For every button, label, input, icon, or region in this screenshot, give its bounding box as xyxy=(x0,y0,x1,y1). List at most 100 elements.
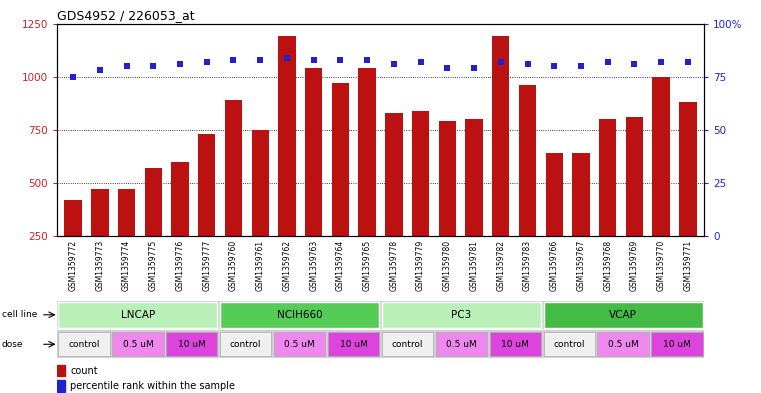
Bar xyxy=(57,380,65,392)
Text: GSM1359766: GSM1359766 xyxy=(549,240,559,292)
Text: GSM1359760: GSM1359760 xyxy=(229,240,238,292)
Bar xyxy=(198,134,215,289)
Point xyxy=(629,61,641,67)
Text: GSM1359762: GSM1359762 xyxy=(282,240,291,291)
Point xyxy=(201,59,213,65)
Point xyxy=(254,57,266,63)
Point xyxy=(575,63,587,69)
Bar xyxy=(652,77,670,289)
Bar xyxy=(358,68,376,289)
Point xyxy=(682,59,694,65)
Bar xyxy=(166,332,218,356)
Text: percentile rank within the sample: percentile rank within the sample xyxy=(70,381,235,391)
Bar xyxy=(572,153,590,289)
Bar xyxy=(543,332,595,356)
Text: control: control xyxy=(392,340,423,349)
Text: GSM1359768: GSM1359768 xyxy=(603,240,612,291)
Point xyxy=(94,67,106,73)
Text: GSM1359774: GSM1359774 xyxy=(122,240,131,292)
Text: GSM1359778: GSM1359778 xyxy=(390,240,398,291)
Bar xyxy=(466,119,482,289)
Text: GSM1359767: GSM1359767 xyxy=(577,240,585,292)
Text: GSM1359780: GSM1359780 xyxy=(443,240,452,291)
Point xyxy=(307,57,320,63)
Text: 0.5 uM: 0.5 uM xyxy=(608,340,638,349)
Text: NCIH660: NCIH660 xyxy=(277,310,323,320)
Point xyxy=(281,54,293,61)
Point xyxy=(521,61,533,67)
Bar xyxy=(113,332,164,356)
Text: GSM1359783: GSM1359783 xyxy=(523,240,532,291)
Text: GSM1359772: GSM1359772 xyxy=(68,240,78,291)
Text: GSM1359779: GSM1359779 xyxy=(416,240,425,292)
Point xyxy=(228,57,240,63)
Text: GSM1359773: GSM1359773 xyxy=(95,240,104,292)
Point xyxy=(120,63,132,69)
Point xyxy=(655,59,667,65)
Text: GSM1359770: GSM1359770 xyxy=(657,240,666,292)
Text: GSM1359776: GSM1359776 xyxy=(176,240,184,292)
Point xyxy=(415,59,427,65)
Bar xyxy=(546,153,563,289)
Bar xyxy=(65,200,81,289)
Text: 10 uM: 10 uM xyxy=(663,340,691,349)
Bar xyxy=(224,100,242,289)
Text: 0.5 uM: 0.5 uM xyxy=(123,340,153,349)
Text: GSM1359763: GSM1359763 xyxy=(309,240,318,292)
Text: GSM1359765: GSM1359765 xyxy=(363,240,371,292)
Bar xyxy=(651,332,702,356)
Point xyxy=(361,57,373,63)
Bar xyxy=(680,102,696,289)
Point xyxy=(334,57,346,63)
Bar xyxy=(91,189,109,289)
Bar xyxy=(118,189,135,289)
Text: control: control xyxy=(553,340,585,349)
Text: GSM1359775: GSM1359775 xyxy=(149,240,158,292)
Bar xyxy=(519,85,537,289)
Text: GSM1359782: GSM1359782 xyxy=(496,240,505,291)
Bar xyxy=(220,332,272,356)
Point xyxy=(548,63,560,69)
Bar xyxy=(57,365,65,376)
Text: 10 uM: 10 uM xyxy=(339,340,368,349)
Bar xyxy=(382,332,433,356)
Text: GSM1359764: GSM1359764 xyxy=(336,240,345,292)
Bar xyxy=(385,113,403,289)
Bar xyxy=(328,332,379,356)
Text: GSM1359769: GSM1359769 xyxy=(630,240,639,292)
Bar xyxy=(597,332,648,356)
Bar xyxy=(382,302,541,327)
Bar xyxy=(279,36,295,289)
Bar xyxy=(59,332,110,356)
Bar xyxy=(489,332,541,356)
Bar xyxy=(305,68,323,289)
Text: VCAP: VCAP xyxy=(609,310,637,320)
Point xyxy=(67,73,79,80)
Point xyxy=(174,61,186,67)
Point xyxy=(602,59,614,65)
Text: 0.5 uM: 0.5 uM xyxy=(285,340,315,349)
Text: control: control xyxy=(230,340,262,349)
Text: cell line: cell line xyxy=(2,310,37,319)
Text: PC3: PC3 xyxy=(451,310,472,320)
Bar xyxy=(220,302,379,327)
Text: count: count xyxy=(70,365,98,376)
Point xyxy=(147,63,159,69)
Point xyxy=(495,59,507,65)
Text: 10 uM: 10 uM xyxy=(501,340,529,349)
Bar xyxy=(543,302,702,327)
Bar xyxy=(145,168,162,289)
Bar xyxy=(492,36,509,289)
Bar xyxy=(252,130,269,289)
Bar xyxy=(438,121,456,289)
Point xyxy=(388,61,400,67)
Bar xyxy=(332,83,349,289)
Text: dose: dose xyxy=(2,340,23,349)
Bar xyxy=(59,302,218,327)
Text: 10 uM: 10 uM xyxy=(178,340,205,349)
Text: GSM1359761: GSM1359761 xyxy=(256,240,265,291)
Text: 0.5 uM: 0.5 uM xyxy=(446,340,476,349)
Bar xyxy=(412,110,429,289)
Text: GDS4952 / 226053_at: GDS4952 / 226053_at xyxy=(57,9,195,22)
Bar xyxy=(171,162,189,289)
